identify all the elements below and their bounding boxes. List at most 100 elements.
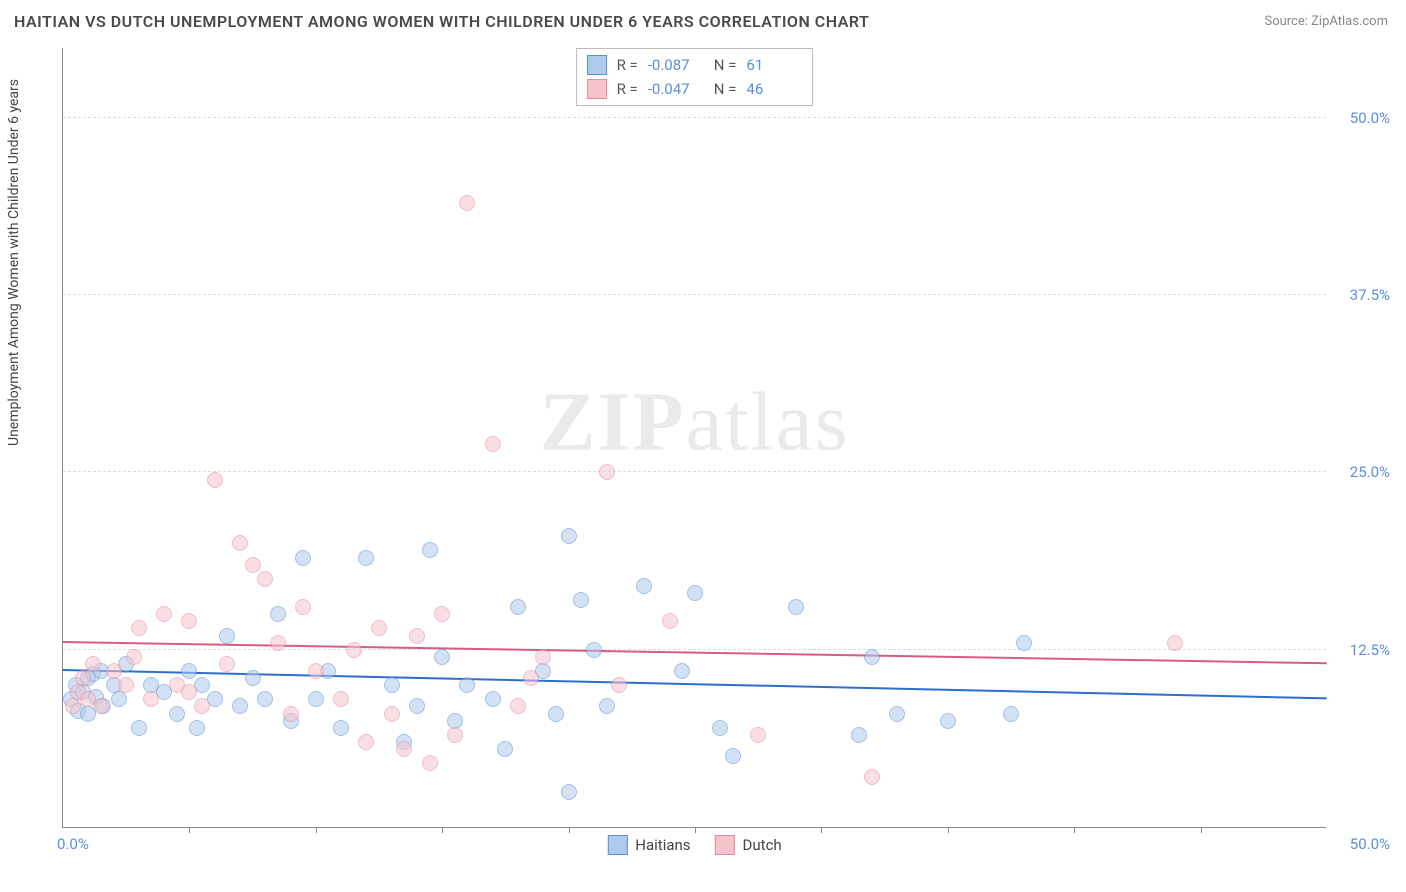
source-label: Source: ZipAtlas.com (1264, 14, 1388, 29)
data-point (851, 727, 867, 743)
x-tick (316, 827, 317, 833)
data-point (384, 706, 400, 722)
data-point (207, 472, 223, 488)
chart-title: HAITIAN VS DUTCH UNEMPLOYMENT AMONG WOME… (14, 12, 869, 31)
x-tick (569, 827, 570, 833)
data-point (586, 642, 602, 658)
data-point (523, 670, 539, 686)
data-point (1003, 706, 1019, 722)
x-tick (442, 827, 443, 833)
y-tick-label: 50.0% (1350, 109, 1390, 127)
data-point (561, 784, 577, 800)
y-tick-label: 25.0% (1350, 463, 1390, 481)
data-point (257, 691, 273, 707)
data-point (510, 698, 526, 714)
data-point (750, 727, 766, 743)
data-point (131, 720, 147, 736)
data-point (85, 656, 101, 672)
gridline (63, 649, 1326, 650)
legend-row-haitians: R = -0.087 N = 61 (587, 53, 803, 77)
legend-row-dutch: R = -0.047 N = 46 (587, 77, 803, 101)
data-point (189, 720, 205, 736)
data-point (194, 698, 210, 714)
data-point (93, 698, 109, 714)
data-point (232, 698, 248, 714)
data-point (270, 635, 286, 651)
data-point (940, 713, 956, 729)
data-point (181, 613, 197, 629)
data-point (409, 698, 425, 714)
swatch-dutch (587, 79, 607, 99)
data-point (599, 698, 615, 714)
x-tick (1074, 827, 1075, 833)
y-tick-label: 12.5% (1350, 641, 1390, 659)
x-tick (821, 827, 822, 833)
data-point (396, 741, 412, 757)
data-point (111, 691, 127, 707)
data-point (156, 606, 172, 622)
gridline (63, 471, 1326, 472)
data-point (497, 741, 513, 757)
data-point (308, 691, 324, 707)
data-point (422, 755, 438, 771)
data-point (219, 656, 235, 672)
data-point (295, 599, 311, 615)
data-point (308, 663, 324, 679)
data-point (1167, 635, 1183, 651)
data-point (864, 769, 880, 785)
gridline (63, 117, 1326, 118)
data-point (219, 628, 235, 644)
data-point (561, 528, 577, 544)
swatch-haitians-bottom (607, 835, 627, 855)
data-point (232, 535, 248, 551)
data-point (409, 628, 425, 644)
legend-item-haitians: Haitians (607, 835, 690, 855)
x-tick (695, 827, 696, 833)
legend-item-dutch: Dutch (715, 835, 782, 855)
gridline (63, 294, 1326, 295)
data-point (889, 706, 905, 722)
swatch-haitians (587, 55, 607, 75)
data-point (283, 706, 299, 722)
data-point (447, 727, 463, 743)
data-point (422, 542, 438, 558)
data-point (599, 464, 615, 480)
data-point (295, 550, 311, 566)
data-point (245, 557, 261, 573)
data-point (65, 698, 81, 714)
data-point (1016, 635, 1032, 651)
data-point (181, 663, 197, 679)
data-point (712, 720, 728, 736)
y-tick-label: 37.5% (1350, 286, 1390, 304)
data-point (75, 670, 91, 686)
data-point (788, 599, 804, 615)
data-point (573, 592, 589, 608)
data-point (485, 691, 501, 707)
watermark: ZIPatlas (540, 373, 850, 470)
data-point (118, 677, 134, 693)
series-legend: Haitians Dutch (607, 835, 781, 855)
data-point (384, 677, 400, 693)
data-point (674, 663, 690, 679)
data-point (333, 720, 349, 736)
correlation-legend: R = -0.087 N = 61 R = -0.047 N = 46 (576, 48, 814, 106)
data-point (245, 670, 261, 686)
x-tick (948, 827, 949, 833)
data-point (725, 748, 741, 764)
data-point (687, 585, 703, 601)
data-point (864, 649, 880, 665)
data-point (459, 677, 475, 693)
data-point (106, 663, 122, 679)
data-point (126, 649, 142, 665)
data-point (611, 677, 627, 693)
data-point (143, 691, 159, 707)
swatch-dutch-bottom (715, 835, 735, 855)
y-axis-label: Unemployment Among Women with Children U… (6, 79, 22, 446)
x-tick (1201, 827, 1202, 833)
data-point (434, 649, 450, 665)
data-point (257, 571, 273, 587)
trend-line (63, 641, 1327, 664)
data-point (371, 620, 387, 636)
data-point (270, 606, 286, 622)
data-point (548, 706, 564, 722)
